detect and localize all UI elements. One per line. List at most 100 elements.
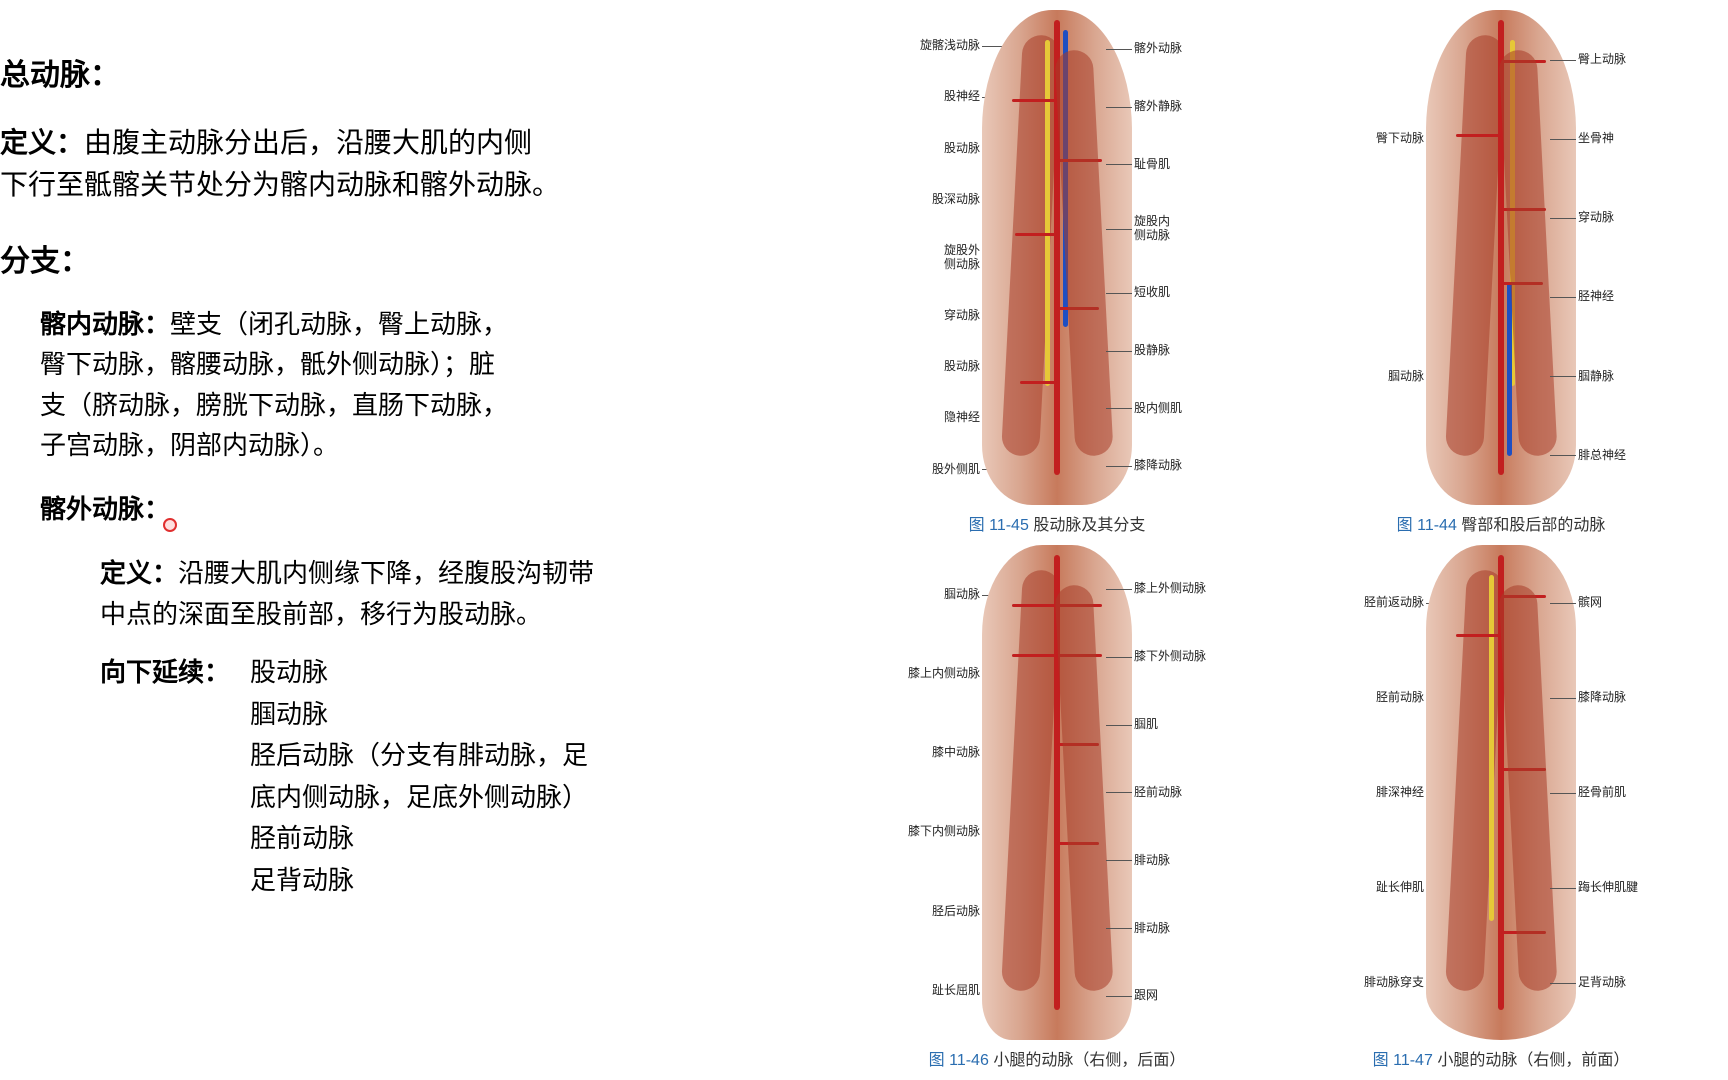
anatomy-label: 胫神经	[1578, 290, 1718, 303]
anatomy-label: 膝上内侧动脉	[840, 667, 980, 680]
anatomy-label: 臀上动脉	[1578, 53, 1718, 66]
anatomy-label: 腘动脉	[1284, 370, 1424, 383]
anatomy-label: 胫前动脉	[1284, 691, 1424, 704]
anatomy-label: 趾长伸肌	[1284, 881, 1424, 894]
figure-11-45: 旋髂浅动脉股神经股动脉股深动脉旋股外侧动脉穿动脉股动脉隐神经股外侧肌 髂外动脉髂…	[840, 10, 1274, 535]
anatomy-label: 穿动脉	[840, 309, 980, 322]
iliac-internal: 髂内动脉：壁支（闭孔动脉，臀上动脉，臀下动脉，髂腰动脉，骶外侧动脉）；脏支（脐动…	[40, 304, 790, 465]
anatomy-label: 旋股外侧动脉	[840, 244, 980, 270]
anatomy-diagram: 腘动脉膝上内侧动脉膝中动脉膝下内侧动脉胫后动脉趾长屈肌 膝上外侧动脉膝下外侧动脉…	[840, 545, 1274, 1040]
anatomy-label: 趾长屈肌	[840, 984, 980, 997]
figure-title: 小腿的动脉（右侧，后面）	[993, 1052, 1185, 1069]
anatomy-label: 旋股内侧动脉	[1134, 215, 1274, 241]
labels-left: 胫前返动脉胫前动脉腓深神经趾长伸肌腓动脉穿支	[1284, 545, 1424, 1040]
anatomy-label: 腓动脉	[1134, 854, 1274, 867]
figures-panel: 旋髂浅动脉股神经股动脉股深动脉旋股外侧动脉穿动脉股动脉隐神经股外侧肌 髂外动脉髂…	[820, 0, 1728, 1080]
def-body: 由腹主动脉分出后，沿腰大肌的内侧下行至骶髂关节处分为髂内动脉和髂外动脉。	[0, 127, 560, 200]
anatomy-label: 踇长伸肌腱	[1578, 881, 1718, 894]
figure-title: 臀部和股后部的动脉	[1461, 517, 1605, 534]
figure-title: 股动脉及其分支	[1033, 517, 1145, 534]
anatomy-label: 膝降动脉	[1578, 691, 1718, 704]
anatomy-label: 腓动脉穿支	[1284, 976, 1424, 989]
anatomy-label: 胫前返动脉	[1284, 596, 1424, 609]
anatomy-label: 坐骨神	[1578, 132, 1718, 145]
anatomy-label: 股动脉	[840, 142, 980, 155]
iliac-int-title: 髂内动脉：	[40, 309, 170, 339]
anatomy-label: 膝降动脉	[1134, 459, 1274, 472]
limb-illustration	[982, 10, 1132, 505]
anatomy-label: 股外侧肌	[840, 463, 980, 476]
anatomy-label: 膝下外侧动脉	[1134, 650, 1274, 663]
continuation-row: 向下延续： 股动脉腘动脉胫后动脉（分支有腓动脉，足底内侧动脉，足底外侧动脉）胫前…	[100, 652, 790, 902]
figure-caption: 图 11-46 小腿的动脉（右侧，后面）	[929, 1046, 1186, 1070]
vein-line	[1507, 282, 1512, 455]
anatomy-label: 穿动脉	[1578, 211, 1718, 224]
labels-right: 臀上动脉坐骨神穿动脉胫神经腘静脉腓总神经	[1578, 10, 1718, 505]
ext-definition: 定义：沿腰大肌内侧缘下降，经腹股沟韧带中点的深面至股前部，移行为股动脉。	[100, 553, 790, 634]
anatomy-label: 腘动脉	[840, 588, 980, 601]
labels-left: 臀下动脉腘动脉	[1284, 10, 1424, 505]
anatomy-label: 腓总神经	[1578, 449, 1718, 462]
cont-list: 股动脉腘动脉胫后动脉（分支有腓动脉，足底内侧动脉，足底外侧动脉）胫前动脉足背动脉	[250, 652, 588, 902]
anatomy-diagram: 胫前返动脉胫前动脉腓深神经趾长伸肌腓动脉穿支 髌网膝降动脉胫骨前肌踇长伸肌腱足背…	[1284, 545, 1718, 1040]
labels-left: 腘动脉膝上内侧动脉膝中动脉膝下内侧动脉胫后动脉趾长屈肌	[840, 545, 980, 1040]
artery-line	[1498, 20, 1504, 475]
anatomy-label: 膝中动脉	[840, 746, 980, 759]
anatomy-label: 腘静脉	[1578, 370, 1718, 383]
anatomy-label: 臀下动脉	[1284, 132, 1424, 145]
anatomy-label: 足背动脉	[1578, 976, 1718, 989]
figure-title: 小腿的动脉（右侧，前面）	[1437, 1052, 1629, 1069]
anatomy-label: 髂外动脉	[1134, 42, 1274, 55]
anatomy-label: 腓深神经	[1284, 786, 1424, 799]
figure-11-46: 腘动脉膝上内侧动脉膝中动脉膝下内侧动脉胫后动脉趾长屈肌 膝上外侧动脉膝下外侧动脉…	[840, 545, 1274, 1070]
ext-def-label: 定义：	[100, 558, 178, 588]
iliac-external-heading: 髂外动脉：	[40, 489, 790, 529]
anatomy-label: 耻骨肌	[1134, 158, 1274, 171]
anatomy-label: 股动脉	[840, 360, 980, 373]
figure-number: 图 11-47	[1373, 1052, 1438, 1069]
figure-11-44: 臀下动脉腘动脉 臀上动脉坐骨神穿动脉胫神经腘静脉腓总神经 图 11-44 臀部和…	[1284, 10, 1718, 535]
anatomy-label: 旋髂浅动脉	[840, 39, 980, 52]
limb-illustration	[1426, 10, 1576, 505]
figure-11-47: 胫前返动脉胫前动脉腓深神经趾长伸肌腓动脉穿支 髌网膝降动脉胫骨前肌踇长伸肌腱足背…	[1284, 545, 1718, 1070]
iliac-ext-title: 髂外动脉：	[40, 494, 170, 524]
anatomy-label: 腘肌	[1134, 718, 1274, 731]
anatomy-label: 腓动脉	[1134, 922, 1274, 935]
figure-number: 图 11-44	[1397, 517, 1462, 534]
anatomy-label: 胫前动脉	[1134, 786, 1274, 799]
figure-number: 图 11-46	[929, 1052, 994, 1069]
text-panel: 总动脉： 定义：由腹主动脉分出后，沿腰大肌的内侧下行至骶髂关节处分为髂内动脉和髂…	[0, 0, 820, 1080]
anatomy-label: 股内侧肌	[1134, 402, 1274, 415]
labels-right: 髌网膝降动脉胫骨前肌踇长伸肌腱足背动脉	[1578, 545, 1718, 1040]
artery-line	[1498, 555, 1504, 1010]
anatomy-label: 股深动脉	[840, 193, 980, 206]
anatomy-label: 髂外静脉	[1134, 100, 1274, 113]
branch-heading: 分支：	[0, 236, 790, 280]
def-label: 定义：	[0, 127, 84, 158]
anatomy-label: 胫骨前肌	[1578, 786, 1718, 799]
nerve-line	[1045, 40, 1050, 387]
artery-line	[1054, 20, 1060, 475]
anatomy-label: 跟网	[1134, 989, 1274, 1002]
labels-left: 旋髂浅动脉股神经股动脉股深动脉旋股外侧动脉穿动脉股动脉隐神经股外侧肌	[840, 10, 980, 505]
cont-label: 向下延续：	[100, 652, 250, 902]
figure-caption: 图 11-47 小腿的动脉（右侧，前面）	[1373, 1046, 1630, 1070]
anatomy-diagram: 臀下动脉腘动脉 臀上动脉坐骨神穿动脉胫神经腘静脉腓总神经	[1284, 10, 1718, 505]
anatomy-label: 胫后动脉	[840, 905, 980, 918]
labels-right: 髂外动脉髂外静脉耻骨肌旋股内侧动脉短收肌股静脉股内侧肌膝降动脉	[1134, 10, 1274, 505]
anatomy-label: 髌网	[1578, 596, 1718, 609]
definition-block: 定义：由腹主动脉分出后，沿腰大肌的内侧下行至骶髂关节处分为髂内动脉和髂外动脉。	[0, 122, 790, 206]
anatomy-label: 股静脉	[1134, 344, 1274, 357]
anatomy-label: 膝下内侧动脉	[840, 825, 980, 838]
main-heading: 总动脉：	[0, 50, 790, 94]
artery-line	[1054, 555, 1060, 1010]
anatomy-label: 股神经	[840, 90, 980, 103]
anatomy-diagram: 旋髂浅动脉股神经股动脉股深动脉旋股外侧动脉穿动脉股动脉隐神经股外侧肌 髂外动脉髂…	[840, 10, 1274, 505]
anatomy-label: 隐神经	[840, 411, 980, 424]
anatomy-label: 短收肌	[1134, 286, 1274, 299]
figure-number: 图 11-45	[969, 517, 1034, 534]
vein-line	[1063, 30, 1068, 327]
figure-caption: 图 11-45 股动脉及其分支	[969, 511, 1146, 535]
figure-caption: 图 11-44 臀部和股后部的动脉	[1397, 511, 1606, 535]
labels-right: 膝上外侧动脉膝下外侧动脉腘肌胫前动脉腓动脉腓动脉跟网	[1134, 545, 1274, 1040]
